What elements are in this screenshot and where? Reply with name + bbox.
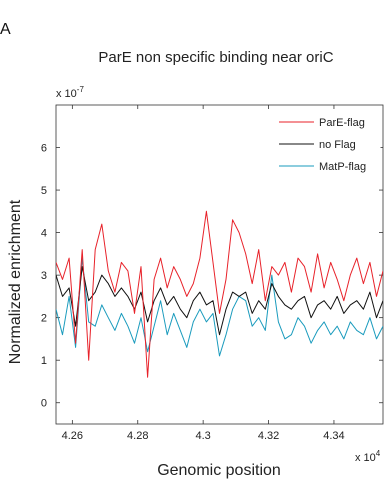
x-tick-label: 4.26	[62, 430, 83, 442]
x-axis-title: Genomic position	[157, 462, 281, 479]
y-tick-label: 6	[41, 143, 47, 155]
y-multiplier: x 10-7	[56, 85, 84, 100]
y-tick-label: 1	[41, 355, 47, 367]
legend: ParE-flag no Flag MatP-flag	[275, 109, 381, 183]
chart-title: ParE non specific binding near oriC	[98, 49, 333, 66]
y-tick-label: 3	[41, 270, 47, 282]
legend-label: ParE-flag	[319, 117, 365, 129]
legend-label: MatP-flag	[319, 161, 366, 173]
x-multiplier-exponent: 4	[376, 449, 381, 458]
series-line-matp-flag	[56, 257, 383, 357]
y-axis-title: Normalized enrichment	[7, 199, 24, 364]
x-multiplier: x 104	[355, 449, 381, 464]
y-tick-label: 4	[41, 228, 47, 240]
y-tick-label: 2	[41, 313, 47, 325]
plot-area: 4.26 4.28 4.3 4.32 4.34 0 1 2 3 4 5 6	[41, 104, 384, 442]
x-multiplier-base: x 10	[355, 452, 376, 464]
plot-frame	[55, 104, 384, 425]
y-tick-label: 0	[41, 398, 47, 410]
y-tick-label: 5	[41, 185, 47, 197]
series-line-pare-flag	[56, 210, 383, 378]
x-tick-label: 4.28	[127, 430, 148, 442]
legend-label: no Flag	[319, 139, 356, 151]
panel-label: A	[0, 21, 11, 38]
y-multiplier-exponent: -7	[77, 85, 85, 94]
series-line-no-flag	[56, 266, 383, 336]
y-multiplier-base: x 10	[56, 88, 77, 100]
x-tick-label: 4.3	[196, 430, 211, 442]
x-tick-label: 4.32	[258, 430, 279, 442]
x-tick-label: 4.34	[323, 430, 344, 442]
